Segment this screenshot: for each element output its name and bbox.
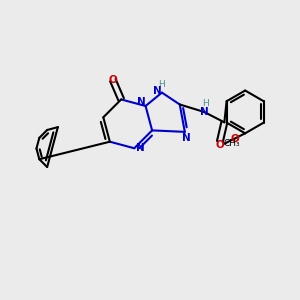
- Text: O: O: [109, 75, 117, 85]
- Text: N: N: [200, 107, 208, 117]
- Text: O: O: [215, 140, 224, 150]
- Text: H: H: [202, 99, 209, 108]
- Text: N: N: [137, 98, 146, 107]
- Text: N: N: [153, 86, 162, 96]
- Text: N: N: [136, 143, 145, 153]
- Text: H: H: [158, 80, 165, 89]
- Text: N: N: [182, 133, 191, 143]
- Text: O: O: [230, 134, 239, 144]
- Text: CH₃: CH₃: [224, 139, 240, 148]
